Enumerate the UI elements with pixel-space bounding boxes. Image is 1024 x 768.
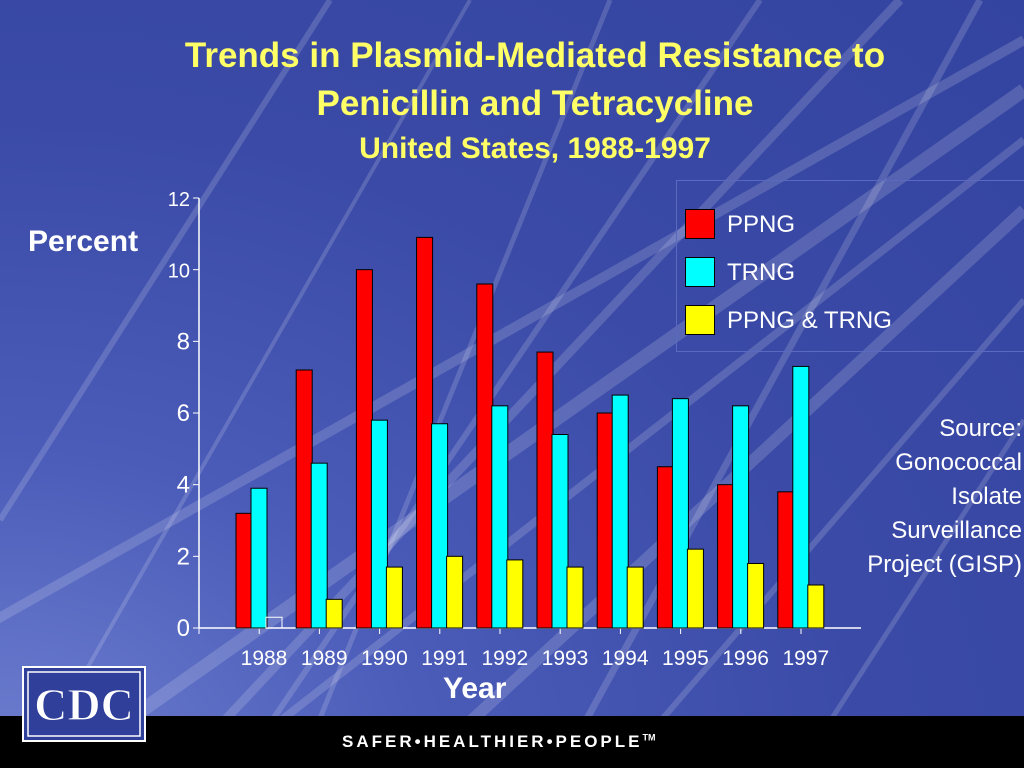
source-line: Gonococcal [895, 449, 1022, 476]
bar-trng-1989 [310, 462, 328, 629]
bar-trng-1991 [431, 423, 449, 629]
legend-swatch-ppng-trng [685, 305, 715, 335]
source-line: Project (GISP) [867, 551, 1022, 578]
tagline-text: SAFER•HEALTHIER•PEOPLE [342, 732, 643, 751]
trademark-mark: TM [642, 732, 656, 743]
y-tick-label: 8 [177, 328, 190, 355]
bar-ppng-1995 [656, 466, 674, 629]
y-tick-label: 4 [177, 472, 190, 499]
source-note: Source: Gonococcal Isolate Surveillance … [802, 412, 1022, 582]
legend-label-ppng-trng: PPNG & TRNG [727, 307, 892, 334]
bar-ppng-trng-1988 [265, 616, 283, 629]
bar-trng-1994 [611, 394, 629, 629]
bar-trng-1988 [250, 487, 268, 629]
bar-ppng-trng-1989 [325, 598, 343, 629]
x-tick-label: 1988 [241, 647, 288, 670]
chart-title-line2: Penicillin and Tetracycline [316, 84, 754, 123]
legend-label-trng: TRNG [727, 259, 795, 286]
bar-ppng-1990 [355, 269, 373, 629]
legend-label-ppng: PPNG [727, 211, 796, 238]
bar-ppng-1991 [416, 236, 434, 629]
bar-trng-1996 [732, 405, 750, 629]
bar-ppng-1992 [476, 283, 494, 629]
legend: PPNG TRNG PPNG & TRNG [676, 180, 1024, 352]
source-line: Source: [939, 415, 1022, 442]
cdc-logo-text: CDC [34, 679, 134, 730]
legend-swatch-trng [685, 257, 715, 287]
bar-ppng-trng-1995 [686, 548, 704, 629]
x-tick-label: 1993 [542, 647, 589, 670]
bar-ppng-trng-1997 [807, 584, 825, 629]
footer-bar [0, 716, 1024, 768]
y-tick-label: 6 [177, 400, 190, 427]
bar-ppng-1997 [777, 491, 795, 629]
x-tick-label: 1990 [361, 647, 408, 670]
bar-trng-1997 [792, 365, 810, 629]
x-tick-label: 1992 [481, 647, 528, 670]
chart-subtitle: United States, 1988-1997 [359, 132, 711, 165]
y-tick-label: 10 [168, 261, 190, 283]
bar-ppng-trng-1994 [626, 566, 644, 629]
x-tick-label: 1994 [602, 647, 649, 670]
bar-trng-1993 [551, 434, 569, 629]
x-tick-label: 1995 [662, 647, 709, 670]
bar-trng-1990 [370, 419, 388, 629]
bar-ppng-trng-1996 [747, 563, 765, 629]
bar-ppng-1989 [295, 369, 313, 629]
legend-swatch-ppng [685, 209, 715, 239]
source-line: Isolate [951, 483, 1022, 510]
bar-ppng-1988 [235, 512, 253, 629]
y-tick-label: 12 [168, 189, 190, 211]
bar-ppng-1996 [717, 484, 735, 629]
bar-ppng-trng-1992 [506, 559, 524, 629]
x-tick-label: 1991 [421, 647, 468, 670]
x-tick-label: 1996 [722, 647, 769, 670]
cdc-logo: CDC [22, 666, 146, 742]
bar-trng-1992 [491, 405, 509, 629]
y-axis-label: Percent [28, 225, 139, 258]
x-axis-label: Year [443, 672, 507, 705]
footer-tagline: SAFER•HEALTHIER•PEOPLETM [342, 732, 656, 752]
x-tick-label: 1997 [782, 647, 829, 670]
y-tick-label: 2 [177, 543, 190, 570]
source-line: Surveillance [891, 517, 1022, 544]
bar-ppng-trng-1993 [566, 566, 584, 629]
y-tick-label: 0 [177, 615, 190, 642]
bar-ppng-trng-1991 [446, 555, 464, 629]
bar-ppng-trng-1990 [385, 566, 403, 629]
chart-title: Trends in Plasmid-Mediated Resistance to [184, 36, 886, 75]
bar-ppng-1993 [536, 351, 554, 629]
bar-ppng-1994 [596, 412, 614, 629]
x-tick-label: 1989 [301, 647, 348, 670]
bar-trng-1995 [671, 398, 689, 629]
